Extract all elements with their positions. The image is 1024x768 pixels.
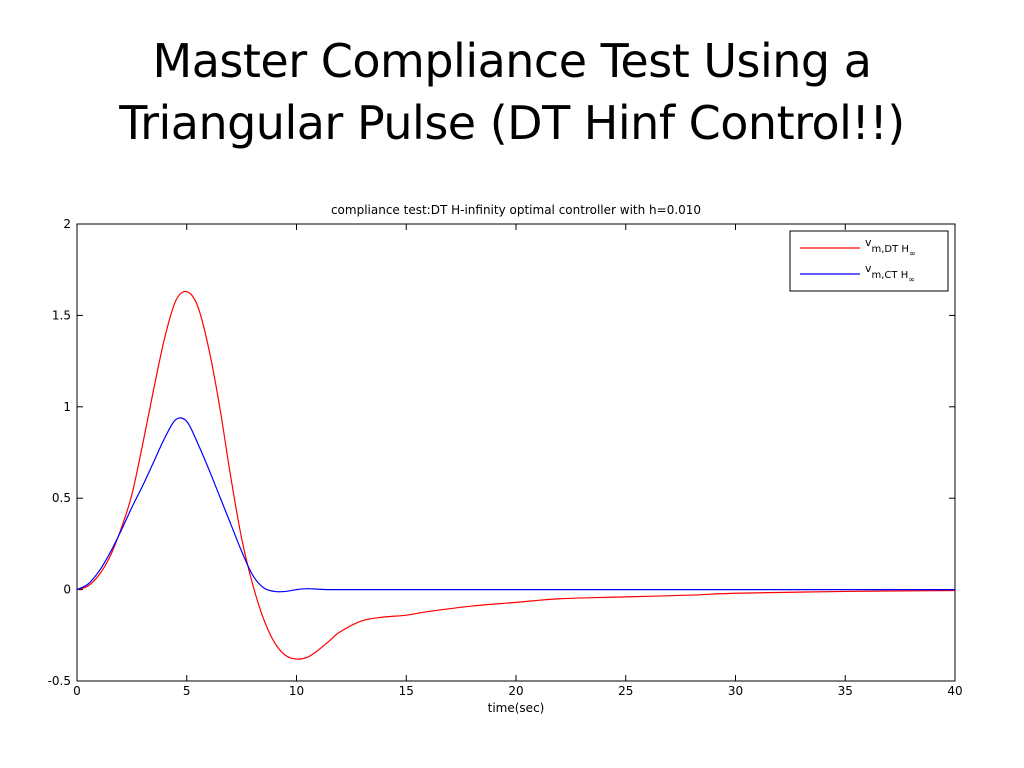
series-line-dt-hinf <box>76 290 956 660</box>
y-tick-label: 0.5 <box>52 491 71 505</box>
x-tick-label: 25 <box>618 684 633 698</box>
y-tick-label: 0 <box>63 583 71 597</box>
slide-title: Master Compliance Test Using a Triangula… <box>40 30 984 154</box>
series-layer <box>76 290 956 660</box>
slide-title-line-1: Master Compliance Test Using a <box>152 34 872 88</box>
x-tick-label: 30 <box>728 684 743 698</box>
legend-entry-label: vm,DT H∞ <box>865 236 916 258</box>
x-tick-label: 15 <box>399 684 414 698</box>
plot-area-frame <box>76 223 956 682</box>
x-tick-label: 10 <box>289 684 304 698</box>
axis-ticks: 0 5 10 15 20 25 30 35 40-0.500.511.52 <box>48 217 963 698</box>
slide-title-line-2: Triangular Pulse (DT Hinf Control!!) <box>119 96 905 150</box>
y-tick-label: -0.5 <box>48 674 71 688</box>
y-tick-label: 1.5 <box>52 308 71 322</box>
x-tick-label: 40 <box>947 684 962 698</box>
y-tick-label: 2 <box>63 217 71 231</box>
x-tick-label: 35 <box>838 684 853 698</box>
y-tick-label: 1 <box>63 400 71 414</box>
x-tick-label: 5 <box>183 684 191 698</box>
legend-box <box>789 230 949 292</box>
x-tick-label: 0 <box>73 684 81 698</box>
legend-entry-label: vm,CT H∞ <box>865 262 915 284</box>
series-line-ct-hinf <box>76 417 955 593</box>
legend: vm,DT H∞ vm,CT H∞ <box>789 230 949 292</box>
x-tick-label: 20 <box>508 684 523 698</box>
x-axis-label: time(sec) <box>488 701 545 715</box>
chart-title: compliance test:DT H-infinity optimal co… <box>331 203 701 217</box>
